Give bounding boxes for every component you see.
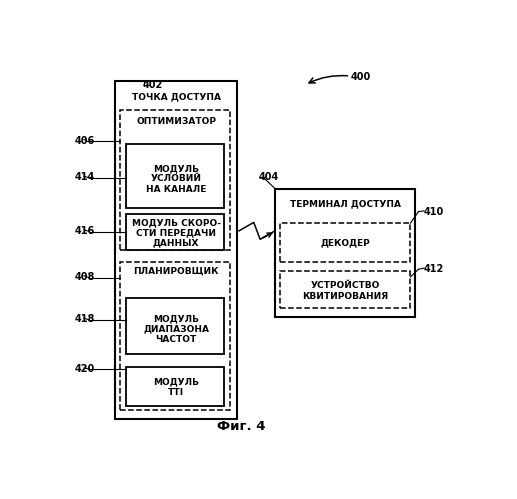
Text: Фиг. 4: Фиг. 4: [217, 420, 265, 433]
Text: ОПТИМИЗАТОР: ОПТИМИЗАТОР: [136, 117, 216, 126]
Bar: [126, 367, 224, 406]
Text: 418: 418: [74, 314, 95, 324]
Bar: [120, 261, 230, 410]
Bar: [120, 110, 230, 250]
Text: 402: 402: [143, 80, 163, 90]
Text: 404: 404: [259, 172, 279, 182]
Text: МОДУЛЬ
ДИАПАЗОНА
ЧАСТОТ: МОДУЛЬ ДИАПАЗОНА ЧАСТОТ: [143, 314, 209, 344]
Bar: [280, 223, 410, 261]
Text: ТОЧКА ДОСТУПА: ТОЧКА ДОСТУПА: [131, 92, 221, 101]
Bar: [126, 298, 224, 354]
Bar: [126, 144, 224, 208]
Text: ДЕКОДЕР: ДЕКОДЕР: [320, 239, 370, 248]
Bar: [275, 189, 415, 317]
Bar: [115, 81, 237, 419]
Text: 400: 400: [351, 72, 371, 82]
Text: 406: 406: [74, 136, 95, 146]
Text: 414: 414: [74, 172, 95, 182]
Text: 408: 408: [74, 272, 95, 282]
Bar: [280, 271, 410, 308]
Text: 416: 416: [74, 226, 95, 236]
Text: ПЛАНИРОВЩИК: ПЛАНИРОВЩИК: [133, 266, 219, 276]
Bar: [126, 214, 224, 250]
Text: МОДУЛЬ СКОРО-
СТИ ПЕРЕДАЧИ
ДАННЫХ: МОДУЛЬ СКОРО- СТИ ПЕРЕДАЧИ ДАННЫХ: [131, 218, 221, 248]
Text: 420: 420: [74, 364, 95, 374]
Text: УСТРОЙСТВО
КВИТИРОВАНИЯ: УСТРОЙСТВО КВИТИРОВАНИЯ: [302, 281, 388, 301]
Text: МОДУЛЬ
TTI: МОДУЛЬ TTI: [153, 378, 199, 397]
Text: ТЕРМИНАЛ ДОСТУПА: ТЕРМИНАЛ ДОСТУПА: [290, 200, 401, 209]
Text: 412: 412: [423, 264, 444, 274]
Text: 410: 410: [423, 207, 444, 217]
Text: МОДУЛЬ
УСЛОВИЙ
НА КАНАЛЕ: МОДУЛЬ УСЛОВИЙ НА КАНАЛЕ: [146, 164, 206, 194]
